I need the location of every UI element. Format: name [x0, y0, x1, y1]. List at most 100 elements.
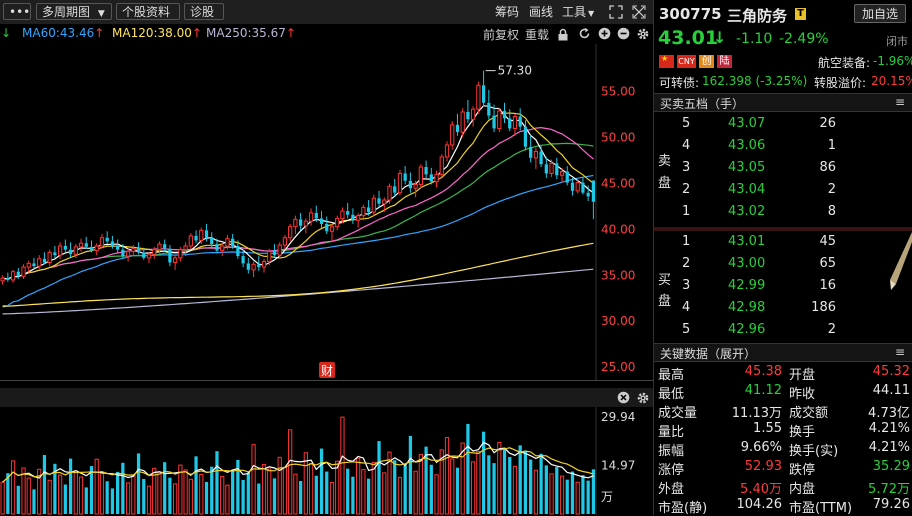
bid-row[interactable]: 2 43.00 65 [654, 253, 912, 275]
price-tick-label: 50.00 [601, 131, 635, 145]
hamburger-icon[interactable]: ≡ [895, 95, 906, 109]
candle [397, 169, 403, 196]
ask-price: 43.05 [728, 160, 766, 175]
volume-bar [241, 479, 245, 514]
zoom-out-icon[interactable] [617, 27, 630, 40]
ask-row[interactable]: 1 43.02 8 [654, 201, 912, 223]
ask-row[interactable]: 4 43.06 1 [654, 135, 912, 157]
bid-row[interactable]: 3 42.99 16 [654, 275, 912, 297]
ask-row[interactable]: 2 43.04 2 [654, 179, 912, 201]
sector-label[interactable]: 航空装备: [818, 56, 871, 70]
reload-icon[interactable] [578, 27, 591, 40]
lock-icon[interactable] [557, 28, 569, 41]
candle [487, 89, 491, 120]
volume-bar [319, 448, 324, 514]
volume-bar [105, 481, 109, 514]
stock-code: 300775 [659, 5, 722, 23]
ma30-line [2, 142, 594, 280]
volume-bar [382, 472, 387, 515]
volume-bar [63, 484, 67, 514]
connect-tag: 陆 [717, 55, 732, 68]
key-data-value: 44.11 [872, 383, 910, 398]
candle [251, 261, 256, 278]
more-menu-button[interactable]: ••• [3, 3, 31, 20]
chips-button[interactable]: 筹码 [495, 5, 520, 19]
candle [37, 255, 42, 269]
candle [424, 160, 428, 179]
key-data-header[interactable]: 关键数据（展开） ≡ [654, 343, 912, 362]
price-tick-label: 30.00 [601, 314, 635, 328]
gear-icon[interactable] [636, 391, 650, 405]
price-chart[interactable]: 55.00 50.00 45.00 40.00 35.00 30.00 25.00 57.30… [0, 44, 653, 380]
bid-level: 5 [682, 322, 691, 337]
volume-bar [570, 471, 575, 514]
chevron-down-icon: ▼ [588, 9, 595, 18]
ask-price: 43.04 [728, 182, 766, 197]
arrow-up-icon: ↑ [191, 26, 202, 40]
candle [121, 244, 125, 259]
currency-tag: CNY [677, 55, 696, 68]
volume-bar [32, 489, 36, 514]
adjust-forward-button[interactable]: 前复权 [483, 28, 520, 42]
ask-row[interactable]: 5 43.07 26 [654, 113, 912, 135]
overlay-button[interactable]: 重载 [525, 28, 550, 42]
volume-chart[interactable]: 29.94 14.97 万 [0, 407, 653, 515]
key-data-value: 79.26 [872, 497, 910, 512]
trend-down-icon: ↓ [1, 26, 12, 40]
period-dropdown[interactable]: 多周期图 ▼ [36, 3, 112, 20]
expand-icon[interactable] [609, 5, 623, 19]
candle [382, 197, 387, 212]
add-watchlist-button[interactable]: 加自选 [854, 4, 906, 23]
volume-bar [42, 455, 47, 514]
candle [512, 113, 518, 136]
volume-bar [53, 463, 57, 514]
volume-bar [157, 471, 162, 515]
candle [288, 223, 293, 242]
ma-legend-row: ↓ MA60:43.46↑ MA120:38.00↑ MA250:35.67↑ … [0, 24, 653, 44]
candle [455, 113, 460, 136]
key-data-label: 最高 [658, 368, 685, 383]
ask-level: 5 [682, 116, 691, 131]
convertible-value[interactable]: 162.398 (-3.25%) [702, 74, 808, 88]
ask-row[interactable]: 3 43.05 86 [654, 157, 912, 179]
period-label: 多周期图 [42, 5, 91, 19]
bid-level: 1 [682, 234, 691, 249]
candle [146, 252, 152, 264]
candle [220, 243, 225, 257]
diagnose-button[interactable]: 诊股 [184, 3, 224, 20]
collapse-icon[interactable] [632, 5, 646, 19]
stock-info-button[interactable]: 个股资料 [116, 3, 180, 20]
volume-bar [225, 484, 230, 515]
ask-volume: 26 [819, 116, 836, 131]
candle [570, 178, 575, 196]
candle [466, 100, 470, 123]
hamburger-icon[interactable]: ≡ [895, 345, 906, 359]
volume-bar [586, 480, 590, 514]
candle [257, 256, 261, 271]
draw-line-button[interactable]: 画线 [529, 5, 554, 19]
arrow-up-icon: ↑ [285, 26, 296, 40]
financial-report-badge[interactable]: 财 [319, 362, 335, 378]
zoom-in-icon[interactable] [598, 27, 611, 40]
gear-icon[interactable] [636, 27, 650, 41]
candle [549, 159, 554, 178]
orderbook-divider [654, 227, 912, 231]
volume-bar [73, 470, 78, 515]
volume-tick-label: 29.94 [601, 410, 635, 424]
bid-row[interactable]: 1 43.01 45 [654, 231, 912, 253]
key-data-value: 45.32 [872, 364, 910, 379]
premium-value: 20.15% [871, 74, 912, 88]
volume-bar [351, 476, 355, 514]
bid-row[interactable]: 5 42.96 2 [654, 319, 912, 341]
close-icon[interactable] [617, 391, 630, 404]
china-flag-icon: ★ [659, 54, 674, 68]
volume-bar [136, 453, 141, 514]
volume-bar [282, 466, 288, 515]
candle [63, 239, 67, 254]
bid-row[interactable]: 4 42.98 186 [654, 297, 912, 319]
buy-side-label: 盘 [658, 294, 672, 309]
tools-dropdown[interactable]: 工具 ▼ [562, 4, 594, 22]
volume-bar [575, 481, 580, 515]
key-data-label: 成交量 [658, 406, 698, 421]
candle [586, 185, 590, 201]
